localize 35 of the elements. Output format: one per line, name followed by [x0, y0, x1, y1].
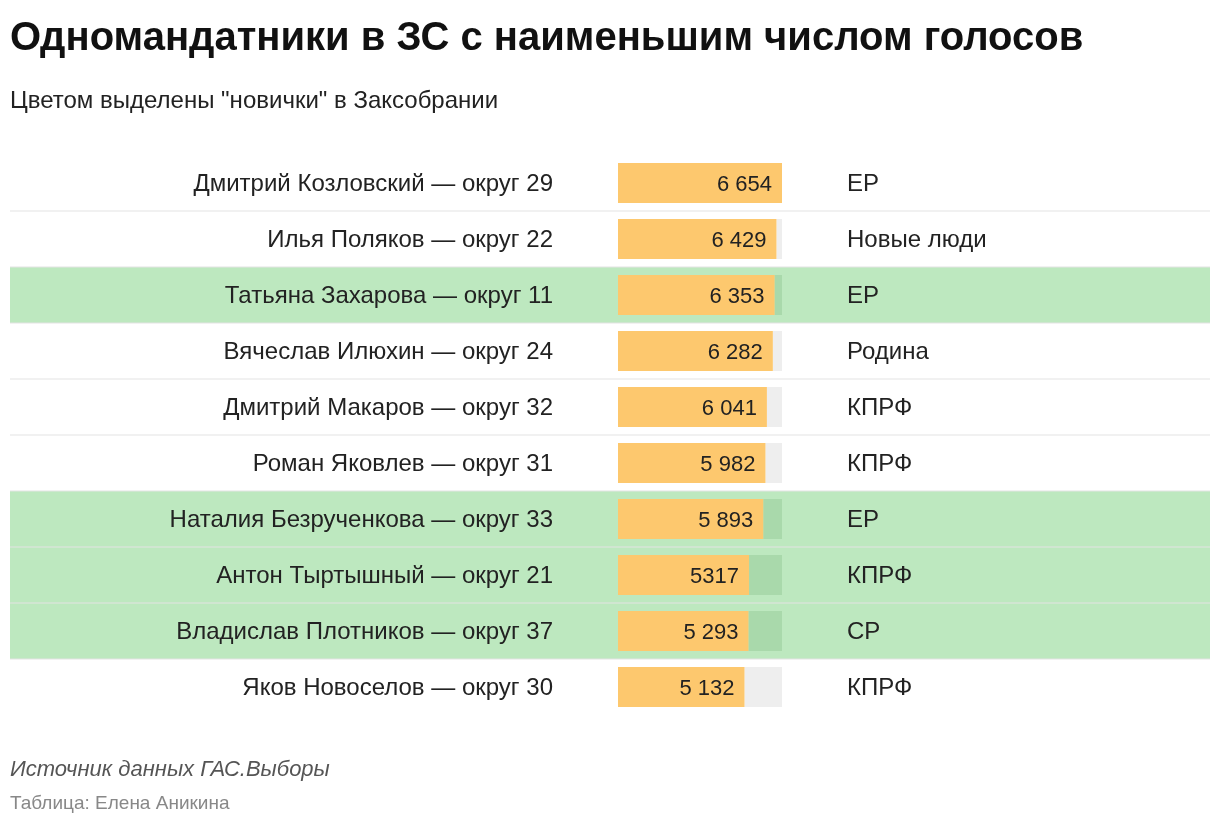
- y-tick-label: Яков Новоселов — округ 30: [242, 673, 553, 701]
- y-tick-label: Вячеслав Илюхин — округ 24: [223, 337, 553, 365]
- y2-tick-label: КПРФ: [847, 561, 913, 589]
- chart-title: Одномандатники в ЗС с наименьшим числом голосов: [10, 14, 1084, 58]
- data-label: 5 893: [698, 506, 754, 532]
- y-tick-label: Дмитрий Макаров — округ 32: [223, 393, 553, 421]
- data-label: 6 353: [709, 282, 765, 308]
- y2-tick-label: СР: [847, 617, 881, 645]
- y-tick-label: Дмитрий Козловский — округ 29: [193, 169, 553, 197]
- data-label: 5 293: [683, 618, 739, 644]
- data-label: 6 429: [711, 226, 767, 252]
- y2-tick-label: ЕР: [847, 281, 880, 309]
- data-label: 5 132: [679, 674, 735, 700]
- y2-tick-label: КПРФ: [847, 449, 913, 477]
- y2-tick-label: ЕР: [847, 169, 880, 197]
- y2-tick-label: КПРФ: [847, 673, 913, 701]
- y-tick-label: Антон Тыртышный — округ 21: [216, 561, 553, 589]
- text: Таблица: Елена Аникина: [10, 792, 230, 813]
- y-tick-label: Владислав Плотников — округ 37: [176, 617, 553, 645]
- y2-tick-label: Родина: [847, 337, 930, 365]
- bar: [618, 163, 782, 203]
- y-tick-label: Татьяна Захарова — округ 11: [224, 281, 553, 309]
- text: Источник данных ГАС.Выборы: [10, 756, 330, 781]
- data-label: 5 982: [700, 450, 756, 476]
- y2-tick-label: КПРФ: [847, 393, 913, 421]
- data-label: 6 654: [716, 170, 772, 196]
- y-tick-label: Роман Яковлев — округ 31: [252, 449, 553, 477]
- data-label: 6 041: [701, 394, 757, 420]
- y-tick-label: Илья Поляков — округ 22: [267, 225, 553, 253]
- data-label: 6 282: [707, 338, 763, 364]
- text: Цветом выделены "новички" в Заксобрании: [10, 86, 499, 113]
- data-label: 5317: [690, 562, 740, 588]
- y2-tick-label: Новые люди: [847, 225, 987, 253]
- y2-tick-label: ЕР: [847, 505, 880, 533]
- y-tick-label: Наталия Безрученкова — округ 33: [169, 505, 553, 533]
